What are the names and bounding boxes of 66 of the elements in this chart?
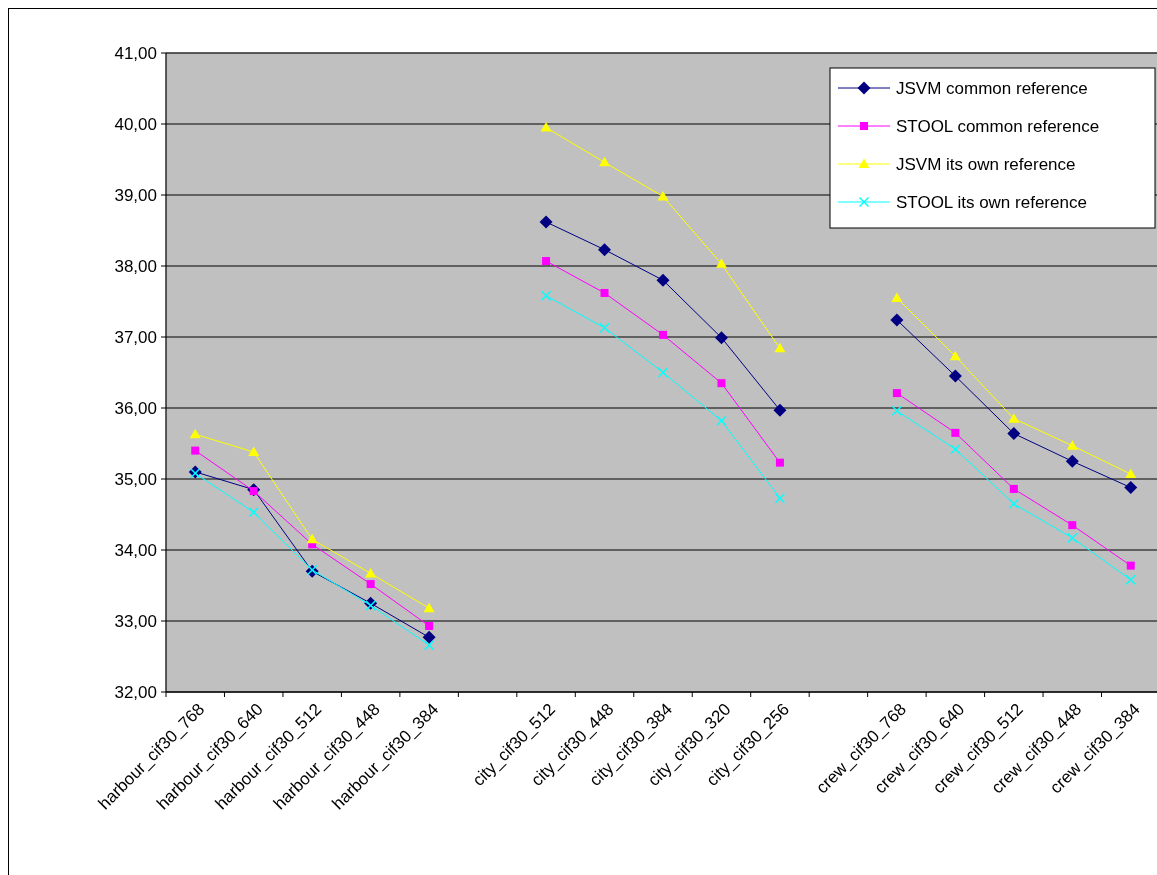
point: [1065, 454, 1079, 468]
point: [656, 273, 670, 287]
point: [715, 258, 727, 268]
point: [773, 403, 787, 417]
point: [1066, 440, 1078, 450]
point: [422, 630, 436, 644]
legend-label: JSVM its own reference: [896, 154, 1076, 174]
point: [542, 257, 551, 266]
point: [775, 458, 784, 467]
point: [774, 342, 786, 353]
point: [659, 330, 667, 339]
point: [1124, 481, 1138, 495]
point: [539, 215, 553, 229]
legend-label: STOOL common reference: [896, 116, 1100, 136]
point: [189, 428, 201, 439]
point: [598, 243, 612, 257]
y-tick-label: 40,00: [114, 114, 157, 134]
point: [541, 290, 552, 301]
y-tick-label: 38,00: [114, 256, 157, 276]
point: [366, 580, 375, 589]
point: [891, 405, 902, 416]
point: [717, 379, 726, 388]
point: [540, 122, 552, 132]
point: [657, 190, 669, 201]
point: [1067, 532, 1078, 543]
point: [425, 621, 434, 630]
point: [248, 507, 259, 518]
legend-label: STOOL its own reference: [896, 192, 1087, 212]
point: [423, 602, 435, 613]
point: [774, 493, 785, 504]
point: [599, 156, 611, 167]
point: [248, 446, 260, 457]
point: [1008, 498, 1019, 509]
point: [600, 288, 609, 297]
point: [1008, 413, 1020, 423]
point: [191, 446, 200, 455]
point: [892, 389, 901, 398]
y-tick-label: 39,00: [114, 185, 157, 205]
y-tick-label: 41,00: [114, 43, 157, 63]
y-tick-label: 32,00: [114, 682, 157, 702]
point: [658, 367, 668, 378]
point: [1125, 574, 1136, 585]
point: [365, 567, 377, 578]
point: [890, 313, 904, 327]
point: [714, 331, 728, 345]
y-tick-label: 34,00: [114, 540, 157, 560]
point: [424, 640, 435, 651]
point: [951, 428, 960, 437]
point: [1125, 468, 1137, 479]
point: [1068, 521, 1077, 530]
point: [949, 350, 961, 361]
point: [716, 415, 727, 426]
legend-label: JSVM common reference: [896, 78, 1088, 98]
y-tick-label: 33,00: [114, 611, 157, 631]
point: [365, 600, 376, 611]
point: [891, 292, 903, 302]
y-tick-label: 37,00: [114, 327, 157, 347]
point: [1126, 561, 1135, 570]
point: [950, 444, 961, 455]
point: [306, 533, 318, 544]
y-tick-label: 36,00: [114, 398, 157, 418]
point: [599, 322, 610, 333]
point: [948, 369, 962, 383]
point: [1009, 484, 1018, 493]
y-tick-label: 35,00: [114, 469, 157, 489]
point: [1007, 427, 1021, 441]
